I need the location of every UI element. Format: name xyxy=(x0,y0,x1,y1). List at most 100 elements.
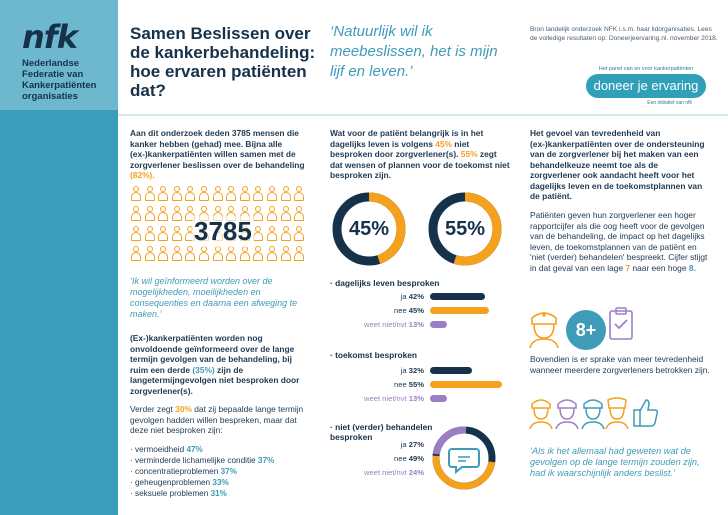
person-icon xyxy=(266,206,278,222)
person-head xyxy=(228,186,235,192)
person-body xyxy=(185,192,196,201)
person-icon xyxy=(239,186,251,202)
person-head xyxy=(241,186,248,192)
bar-weet-niet xyxy=(430,395,448,402)
list-item-value: 31% xyxy=(210,489,227,498)
person-icon xyxy=(252,186,264,202)
person-icon xyxy=(198,246,210,262)
donut-chart-daily xyxy=(332,192,406,266)
person-icon xyxy=(239,246,251,262)
clipboard-clip xyxy=(615,307,627,315)
person-body xyxy=(212,192,223,201)
person-head xyxy=(133,186,139,192)
col3-para-b: naar een hoge xyxy=(632,262,687,273)
person-head xyxy=(187,246,194,252)
col2-intro: Wat voor de patiënt belangrijk is in het… xyxy=(330,128,510,181)
bar-ja xyxy=(430,293,485,300)
col2-intro-a: Wat voor de patiënt belangrijk is in het… xyxy=(330,128,484,149)
row-name: weet niet/nvt xyxy=(364,394,407,403)
checkmark-icon xyxy=(614,319,628,330)
person-head xyxy=(282,246,289,252)
person-body xyxy=(212,252,223,261)
person-body xyxy=(158,252,169,261)
row-value: 55% xyxy=(408,380,424,389)
row-name: ja xyxy=(400,440,407,449)
badge-pill: doneer je ervaring xyxy=(586,74,706,98)
cap-cross xyxy=(542,313,546,317)
person-body xyxy=(131,212,141,221)
person-body xyxy=(199,192,209,201)
person-head xyxy=(269,246,275,252)
row-label: ja 27% xyxy=(334,440,424,449)
person-icon xyxy=(266,246,278,262)
person-head xyxy=(296,246,303,252)
doctor-body xyxy=(529,338,559,349)
person-body xyxy=(267,252,277,261)
person-icon xyxy=(225,246,237,262)
list-item: · seksuele problemen 31% xyxy=(130,488,312,499)
person-icon xyxy=(171,246,183,262)
person-body xyxy=(199,252,209,261)
person-body xyxy=(131,192,141,201)
person-icon xyxy=(130,226,142,242)
person-head xyxy=(269,226,275,232)
row-label: nee 49% xyxy=(334,454,424,463)
clipboard-icon xyxy=(609,307,633,340)
person-body xyxy=(294,192,305,201)
person-head xyxy=(173,186,180,192)
person-head xyxy=(282,226,289,232)
chat-lines xyxy=(458,456,470,462)
person-icon xyxy=(280,226,292,242)
list-item-label: · concentratieproblemen xyxy=(130,467,219,476)
doctor-4-icon xyxy=(605,397,629,430)
person-head xyxy=(187,206,194,212)
doneer-badge[interactable]: Het panel van en voor kankerpatiënten do… xyxy=(586,66,706,108)
row-label: weet niet/nvt 13% xyxy=(334,394,424,403)
person-icon xyxy=(144,206,156,222)
doctor-3-icon xyxy=(581,399,605,430)
person-head xyxy=(296,206,303,212)
row-name: ja xyxy=(400,366,407,375)
person-icon xyxy=(130,186,142,202)
person-body xyxy=(239,192,250,201)
col3-quote: ‘Als ik het allemaal had geweten wat de … xyxy=(530,446,700,478)
person-head xyxy=(214,186,221,192)
person-body xyxy=(267,212,277,221)
list-item: · vermoeidheid 47% xyxy=(130,444,312,455)
person-icon xyxy=(252,226,264,242)
row-value: 24% xyxy=(408,468,424,477)
list-item-label: · seksuele problemen xyxy=(130,489,209,498)
person-icon xyxy=(266,186,278,202)
person-body xyxy=(158,192,169,201)
col1-para3-text-b: dat zij bepaalde lange termijn gevolgen … xyxy=(130,404,304,435)
row-label: ja 32% xyxy=(334,366,424,375)
person-body xyxy=(144,212,155,221)
effects-list: · vermoeidheid 47% · verminderde lichame… xyxy=(130,444,312,499)
doctor-2-icon xyxy=(555,399,579,430)
header-quote: ‘Natuurlijk wil ik meebeslissen, het is … xyxy=(330,23,498,80)
person-head xyxy=(282,206,289,212)
person-head xyxy=(228,206,235,212)
person-body xyxy=(253,212,264,221)
person-head xyxy=(296,186,303,192)
donut-slice xyxy=(332,192,406,266)
donut-segment-nee xyxy=(432,426,496,490)
person-icon xyxy=(293,246,305,262)
participants-number: 3785 xyxy=(192,216,254,247)
person-head xyxy=(160,226,167,232)
person-head xyxy=(133,246,139,252)
badge-tag: Een initiatief van nfk xyxy=(647,100,692,106)
col2-intro-b: niet besproken door zorgverlener(s). xyxy=(330,138,470,160)
person-icon xyxy=(225,186,237,202)
person-icon xyxy=(212,246,224,262)
list-item-value: 33% xyxy=(212,478,229,487)
person-body xyxy=(144,232,155,241)
person-body xyxy=(280,252,291,261)
header-divider xyxy=(118,114,728,116)
row-label: nee 45% xyxy=(334,306,424,315)
doctor-face xyxy=(533,323,555,339)
row-value: 49% xyxy=(408,454,424,463)
person-body xyxy=(158,212,169,221)
person-head xyxy=(255,206,262,212)
col2-intro-c: zegt dat wensen of plannen voor de toeko… xyxy=(330,149,510,180)
